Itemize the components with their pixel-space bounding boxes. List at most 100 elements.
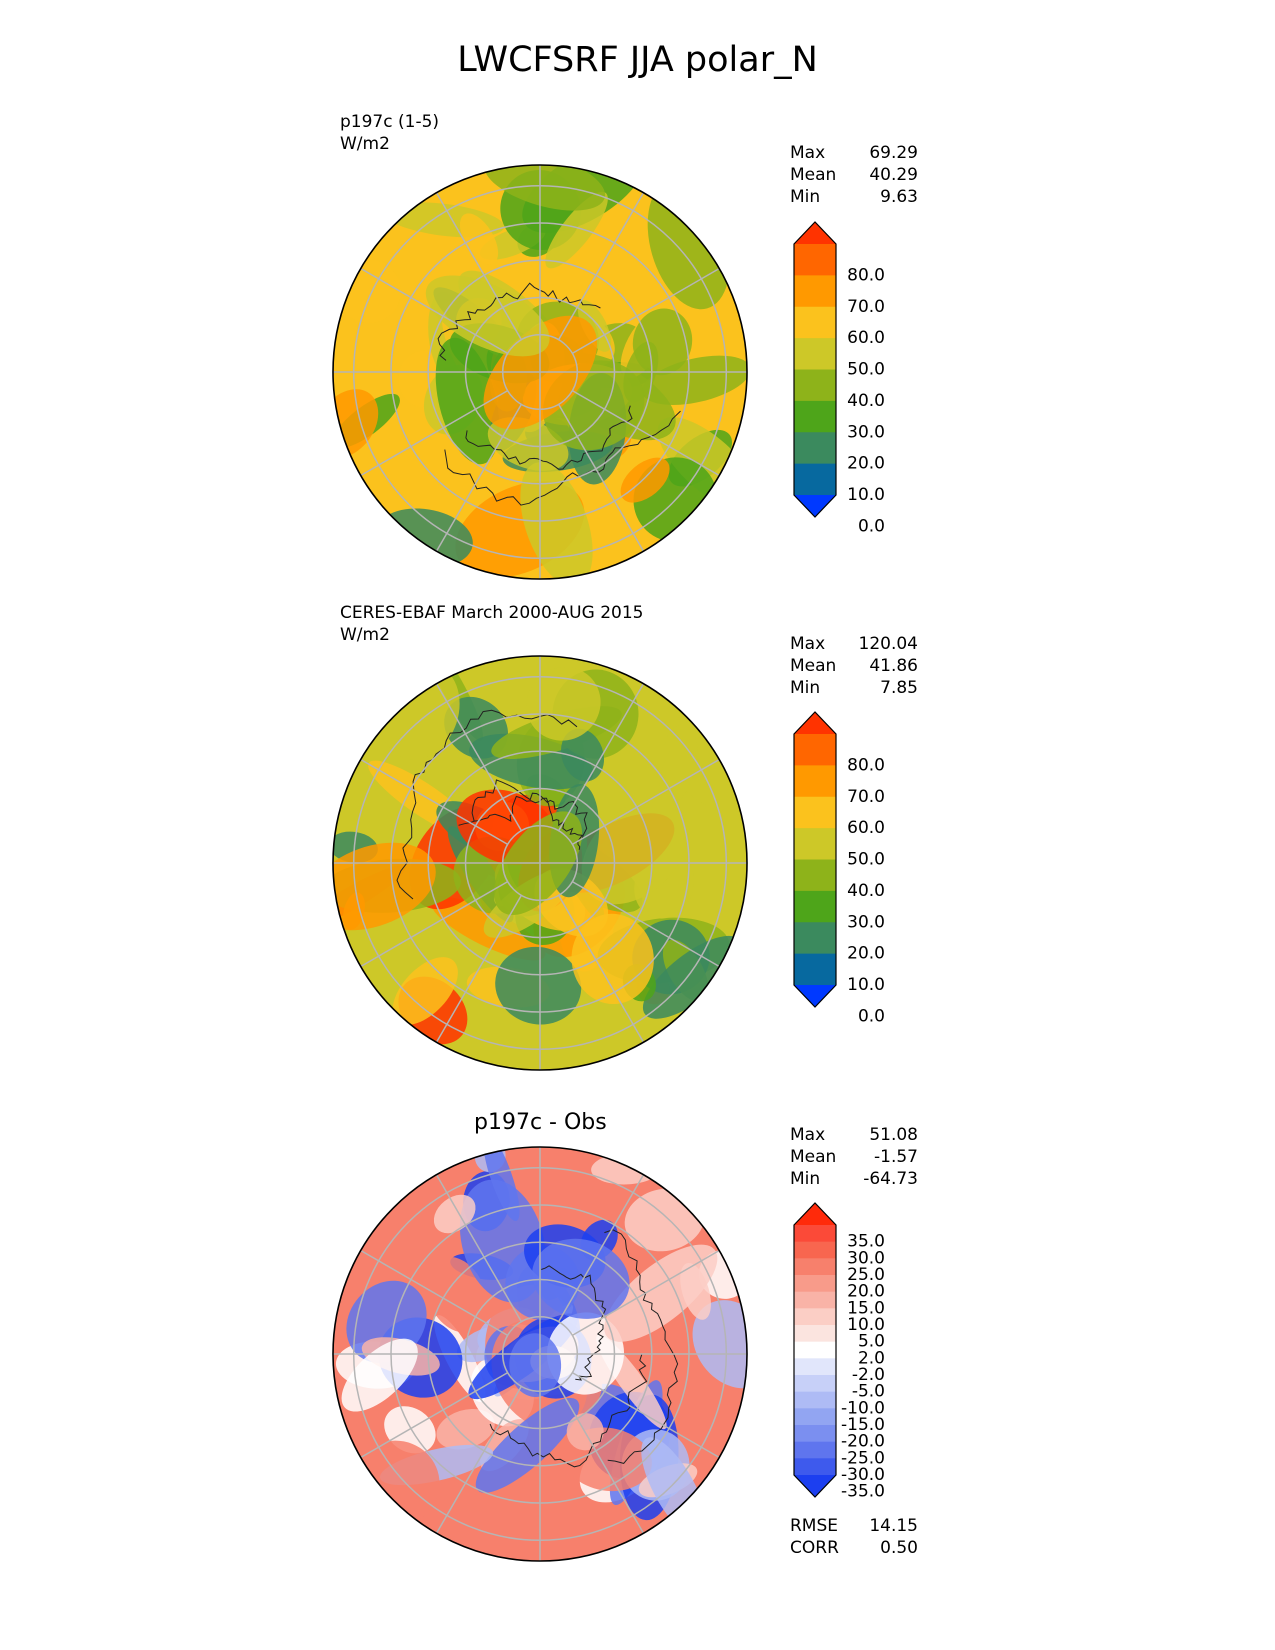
field-patch [581,799,689,905]
graticule [333,656,747,1070]
colorbar-segment [794,432,836,465]
map-border [332,1146,748,1562]
colorbar-segment [794,1441,836,1459]
field-patch [459,213,499,265]
meridian-line [360,880,509,968]
meridian-line [557,1385,645,1534]
meridian-line [571,267,720,355]
colorbar-segment [794,1375,836,1393]
colorbar-tick-label: 10.0 [847,975,885,995]
meridian-line [435,403,523,552]
map-border [332,164,748,580]
colorbar-tick-label: 60.0 [847,818,885,838]
field-patch [343,892,365,930]
colorbar-tick-label: 25.0 [847,1265,885,1285]
colorbar-extend-max [794,712,836,734]
field-patch [532,1238,630,1319]
map-field [333,165,747,579]
field-patch [560,728,605,782]
panel2-label: CERES-EBAF March 2000-AUG 2015 [340,603,644,623]
stat-name: Mean [790,1147,837,1167]
field-patch [495,946,582,1025]
meridian-line [435,683,523,832]
polar-map-2 [332,655,748,1071]
colorbar-segment [794,1258,836,1276]
colorbar-tick-label: 50.0 [847,850,885,870]
panel1-stats: Max 69.29 Mean 40.29 Min 9.63 [790,142,918,208]
colorbar-tick-label: 30.0 [847,422,885,442]
stat-name: Min [790,187,821,207]
colorbar-tick-label: 10.0 [847,1315,885,1335]
field-patch [436,1408,495,1450]
field-patch [341,1338,418,1412]
colorbar-segment [794,796,836,829]
stat-name: Min [790,678,821,698]
stat-value: 9.63 [880,187,918,207]
colorbar-tick-label: 30.0 [847,1248,885,1268]
meridian-line [360,758,509,846]
figure-title: LWCFSRF JJA polar_N [457,40,818,80]
colorbar-3: 35.030.025.020.015.010.05.02.0-2.0-5.0-1… [793,1202,885,1502]
field-patch [526,666,601,741]
colorbar-segment [794,275,836,308]
colorbar-segment [794,828,836,861]
colorbar-tick-label: 40.0 [847,391,885,411]
colorbar-tick-label: 0.0 [858,516,885,536]
colorbar-tick-label: 10.0 [847,485,885,505]
field-patch [658,732,698,810]
panel2-stats: Max 120.04 Mean 41.86 Min 7.85 [790,633,918,699]
stat-name: Mean [790,656,837,676]
colorbar-extend-max [794,222,836,244]
stat-name: Max [790,634,826,654]
meridian-line [557,403,645,552]
colorbar-segment [794,369,836,402]
field-patch [545,191,608,269]
colorbar-segment [794,765,836,798]
colorbar-tick-label: 80.0 [847,265,885,285]
colorbar-segment [794,922,836,955]
colorbar-tick-label: -30.0 [841,1465,885,1485]
colorbar-segment [794,734,836,766]
field-patch [620,457,670,503]
colorbar-segment [794,1325,836,1343]
colorbar-tick-label: -20.0 [841,1432,885,1452]
meridian-line [435,894,523,1043]
colorbar-segment [794,890,836,923]
colorbar-tick-label: 35.0 [847,1232,885,1252]
colorbar-segment [794,1358,836,1376]
colorbar-2: 80.0 70.0 60.0 50.0 40.0 30.0 20.0 10.0 0.0 [793,711,885,1026]
meridian-line [571,1371,720,1459]
colorbar-extend-min [794,985,836,1007]
graticule [333,1147,747,1561]
colorbar-segment [794,1308,836,1326]
meridian-line [557,683,645,832]
colorbar-tick-label: 5.0 [858,1332,885,1352]
metric-name: RMSE [790,1516,839,1536]
colorbar-tick-label: 60.0 [847,328,885,348]
stat-name: Mean [790,165,837,185]
colorbar-tick-label: 70.0 [847,787,885,807]
colorbar-segment [794,1291,836,1309]
colorbar-outline [793,1202,837,1498]
stat-value: 40.29 [869,165,918,185]
colorbar-segment [794,244,836,276]
meridian-line [360,1249,509,1337]
meridian-line [571,880,720,968]
colorbar-tick-label: 2.0 [858,1348,885,1368]
colorbar-tick-label: 0.0 [858,1006,885,1026]
colorbar-tick-label: -15.0 [841,1415,885,1435]
field-patch [483,1147,520,1222]
panel1-units: W/m2 [340,134,390,154]
field-patch [509,1333,562,1397]
colorbar-segment [794,1425,836,1443]
colorbar-segment [794,338,836,371]
metric-name: CORR [790,1538,839,1558]
map-field [333,656,747,1070]
field-patch [604,1244,718,1342]
colorbar-tick-label: 20.0 [847,944,885,964]
meridian-line [435,1385,523,1534]
colorbar-tick-label: 20.0 [847,1282,885,1302]
colorbar-segment [794,1225,836,1243]
field-patch [692,1300,747,1389]
